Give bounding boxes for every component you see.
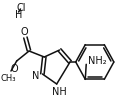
Text: O: O — [20, 27, 28, 37]
Text: NH₂: NH₂ — [88, 56, 107, 66]
Text: O: O — [11, 63, 19, 73]
Text: Cl: Cl — [17, 3, 26, 13]
Text: NH: NH — [52, 86, 67, 96]
Text: CH₃: CH₃ — [0, 74, 16, 83]
Text: H: H — [15, 10, 22, 20]
Text: N: N — [32, 70, 39, 80]
